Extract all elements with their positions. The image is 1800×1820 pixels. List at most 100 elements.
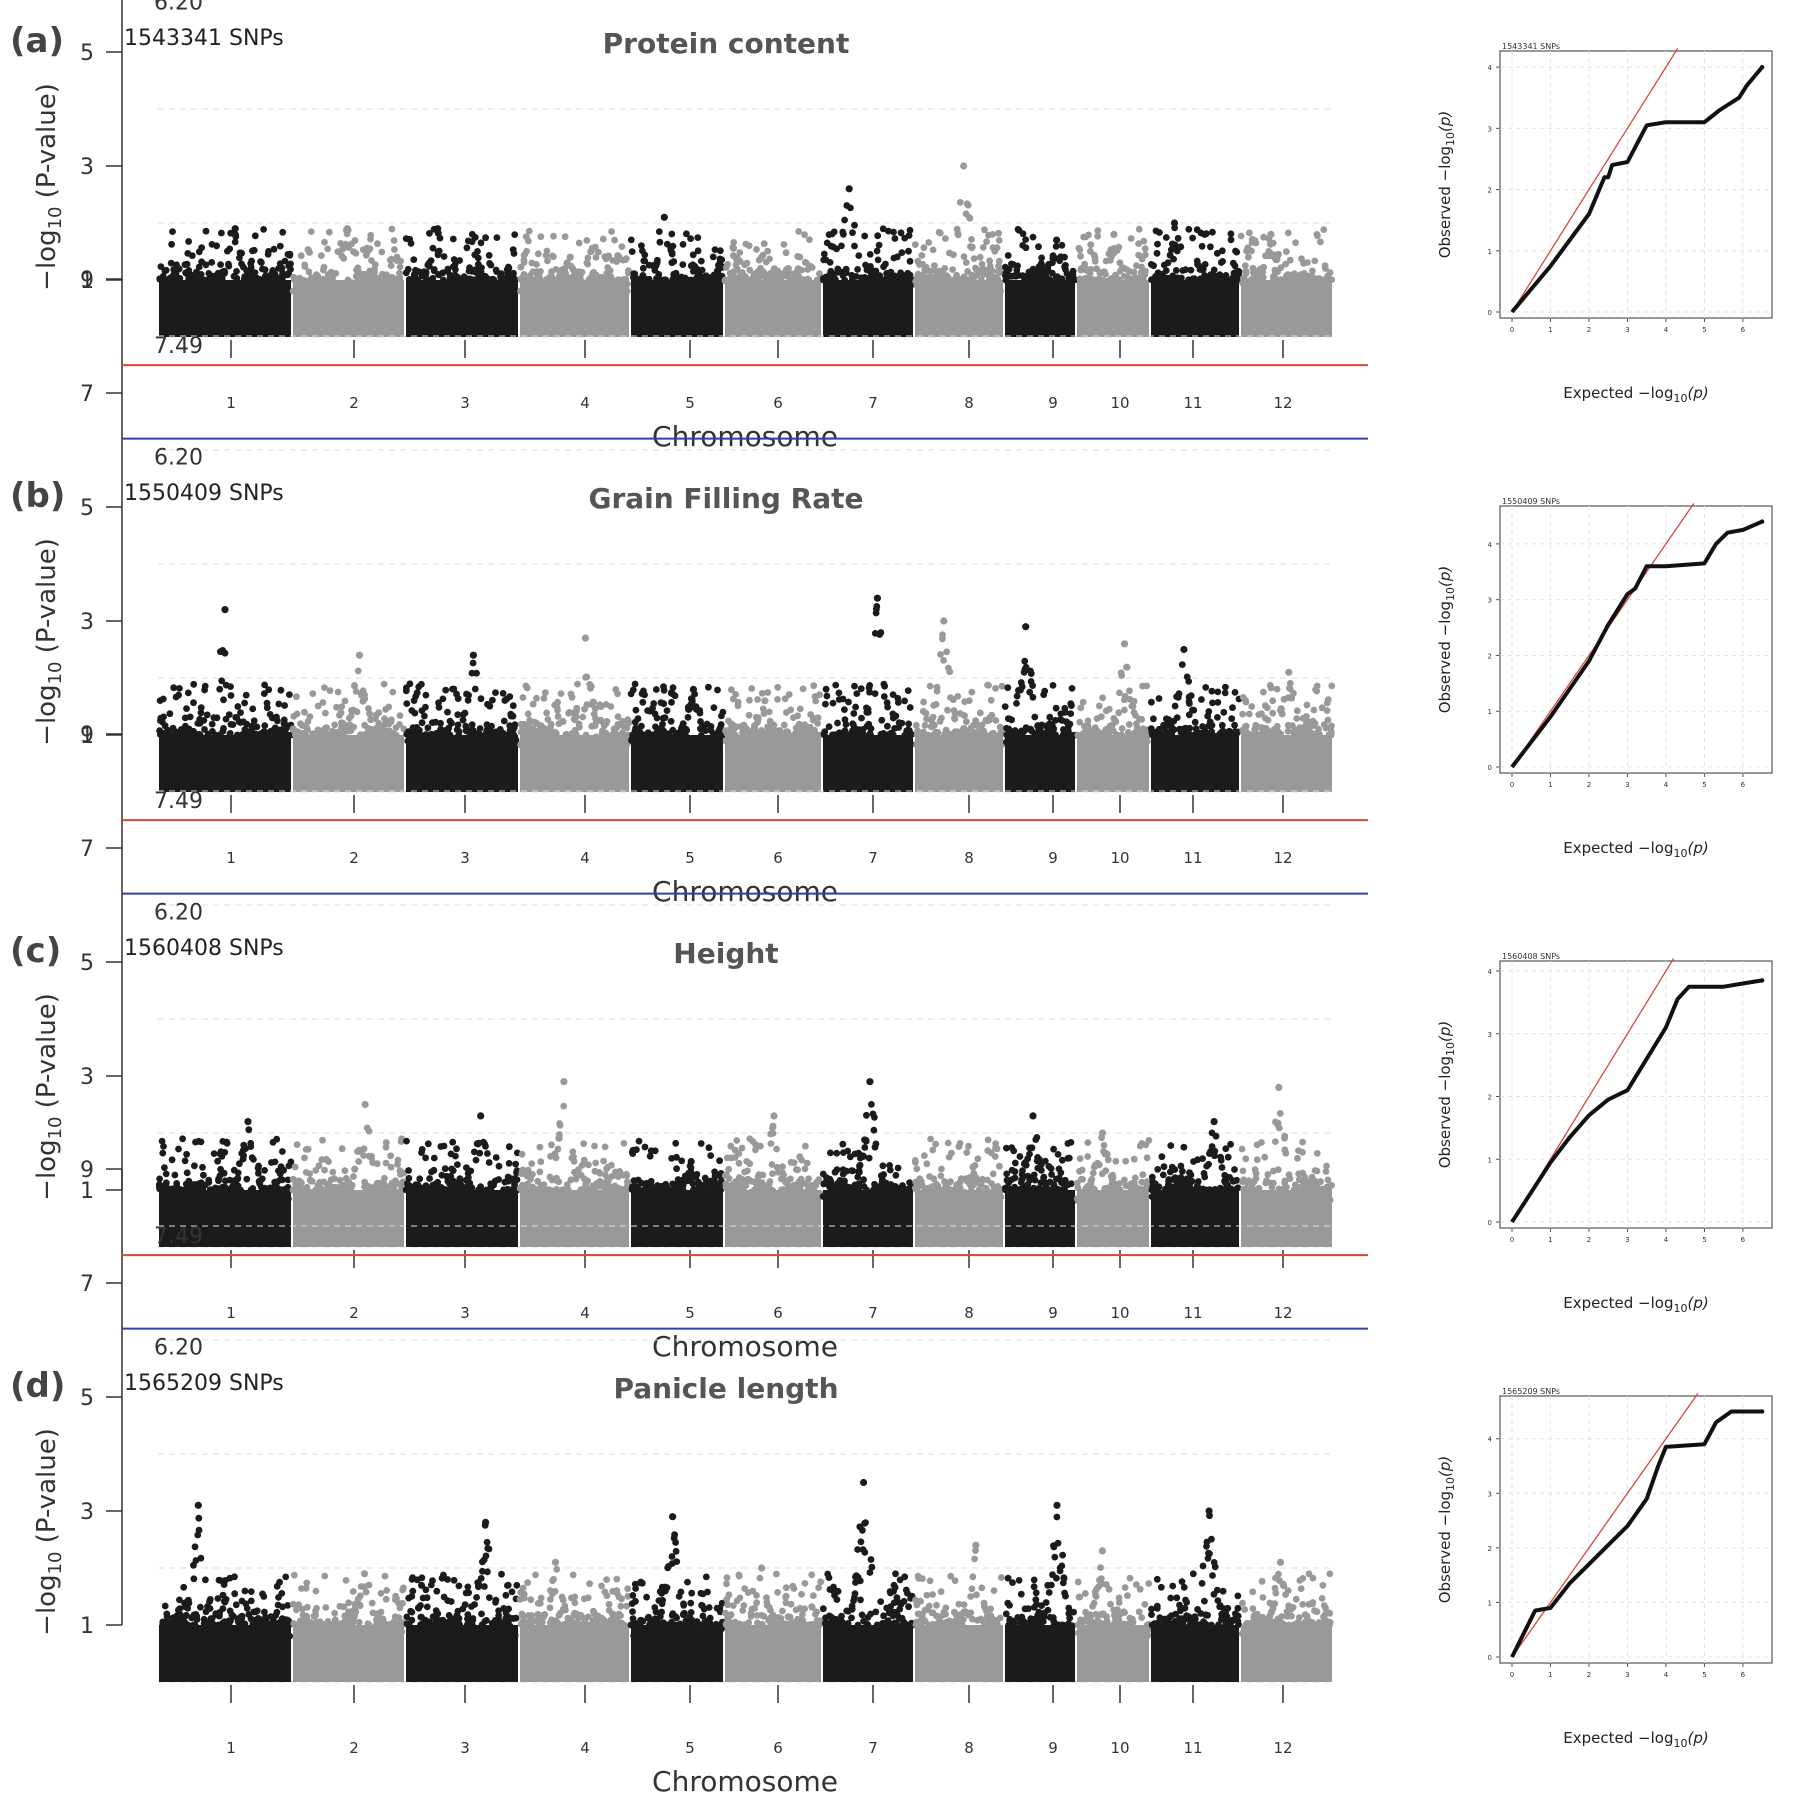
snp-point bbox=[377, 1180, 385, 1188]
snp-point bbox=[877, 1172, 885, 1180]
snp-point bbox=[463, 286, 470, 293]
snp-point bbox=[324, 245, 332, 253]
chromosome-band bbox=[293, 1190, 404, 1247]
snp-point bbox=[627, 236, 635, 244]
snp-point bbox=[313, 271, 320, 279]
snp-point bbox=[727, 287, 734, 295]
snp-point bbox=[1143, 738, 1151, 745]
snp-point bbox=[375, 739, 383, 747]
snp-point bbox=[434, 251, 442, 259]
snp-point bbox=[905, 720, 912, 728]
snp-point bbox=[172, 1194, 180, 1202]
snp-point bbox=[640, 687, 647, 695]
snp-point bbox=[409, 724, 417, 731]
snp-point bbox=[976, 709, 984, 717]
snp-point bbox=[963, 718, 970, 726]
snp-point bbox=[1177, 276, 1185, 284]
snp-point bbox=[455, 728, 463, 736]
snp-point bbox=[1081, 737, 1088, 745]
y-tick-label: 7 bbox=[80, 382, 94, 407]
snp-point bbox=[711, 1171, 719, 1178]
snp-point bbox=[293, 1141, 301, 1148]
snp-point bbox=[929, 714, 936, 722]
snp-point bbox=[501, 286, 509, 294]
snp-point bbox=[197, 704, 205, 712]
snp-point bbox=[275, 700, 283, 708]
snp-point bbox=[953, 271, 960, 279]
snp-point bbox=[474, 1140, 482, 1148]
snp-point bbox=[1185, 711, 1193, 719]
snp-point bbox=[1066, 720, 1074, 728]
snp-point bbox=[835, 696, 843, 703]
snp-point bbox=[997, 287, 1004, 295]
snp-point bbox=[221, 269, 228, 277]
snp-point bbox=[985, 281, 993, 289]
snp-point bbox=[1290, 689, 1297, 697]
snp-point bbox=[1104, 1156, 1112, 1164]
snp-point bbox=[392, 724, 400, 731]
snp-point bbox=[1227, 230, 1235, 238]
snp-point bbox=[820, 275, 827, 282]
snp-point bbox=[1123, 1193, 1131, 1200]
snp-point bbox=[1101, 268, 1108, 275]
snp-point bbox=[1247, 734, 1255, 742]
snp-point bbox=[668, 250, 676, 258]
snp-point bbox=[628, 735, 636, 743]
snp-point bbox=[732, 737, 739, 745]
snp-point bbox=[1010, 1147, 1018, 1155]
snp-point bbox=[655, 729, 663, 737]
snp-point bbox=[976, 1191, 983, 1199]
snp-point bbox=[827, 1149, 834, 1157]
snp-point bbox=[697, 1140, 705, 1147]
peak-snp-point bbox=[689, 685, 698, 694]
snp-point bbox=[293, 710, 301, 718]
snp-point bbox=[202, 227, 210, 235]
snp-point bbox=[889, 691, 897, 698]
snp-point bbox=[849, 1167, 857, 1175]
snp-point bbox=[996, 1162, 1003, 1170]
snp-point bbox=[711, 246, 719, 254]
snp-point bbox=[652, 723, 659, 731]
snp-point bbox=[795, 731, 803, 739]
snp-point bbox=[1122, 1157, 1130, 1165]
snp-point bbox=[603, 718, 611, 725]
snp-point bbox=[183, 1169, 191, 1177]
panel-title: Grain Filling Rate bbox=[588, 482, 863, 515]
snp-point bbox=[971, 284, 978, 292]
snp-point bbox=[937, 1172, 945, 1180]
snp-point bbox=[689, 261, 697, 269]
snp-point bbox=[639, 264, 647, 272]
snp-point bbox=[913, 1165, 921, 1173]
snp-point bbox=[743, 275, 750, 283]
snp-point bbox=[804, 266, 812, 273]
snp-point bbox=[1135, 240, 1142, 248]
snp-point bbox=[180, 286, 188, 294]
snp-point bbox=[984, 1136, 992, 1144]
snp-point bbox=[408, 707, 416, 714]
snp-point bbox=[477, 1197, 484, 1205]
snp-point bbox=[740, 1190, 747, 1197]
snp-point bbox=[630, 1177, 638, 1185]
snp-point bbox=[989, 1170, 997, 1178]
snp-point bbox=[1116, 259, 1124, 267]
snp-point bbox=[893, 253, 901, 261]
snp-point bbox=[1312, 686, 1319, 693]
snp-point bbox=[801, 231, 808, 239]
snp-point bbox=[234, 703, 242, 710]
snp-point bbox=[829, 699, 837, 707]
snp-point bbox=[1273, 276, 1280, 283]
snp-point bbox=[321, 684, 328, 691]
snp-point bbox=[1231, 721, 1238, 729]
snp-point bbox=[1052, 274, 1060, 282]
snp-point bbox=[304, 726, 312, 734]
snp-point bbox=[273, 1135, 281, 1143]
snp-point bbox=[672, 1181, 680, 1188]
snp-point bbox=[457, 1181, 465, 1189]
snp-point bbox=[247, 736, 255, 744]
snp-point bbox=[705, 683, 712, 691]
snp-point bbox=[942, 726, 950, 734]
snp-point bbox=[1228, 715, 1236, 723]
snp-point bbox=[968, 243, 976, 251]
x-tick-label: 7 bbox=[868, 394, 878, 412]
